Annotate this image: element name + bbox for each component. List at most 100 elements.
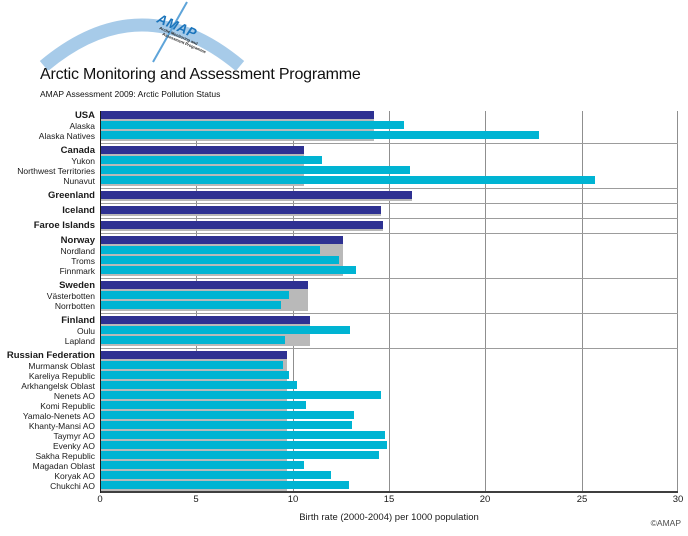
group-separator (100, 141, 678, 146)
bar-v-sterbotten (100, 291, 289, 299)
label-northwest-territories: Northwest Territories (17, 166, 95, 176)
label-norrbotten: Norrbotten (54, 301, 95, 311)
group-separator-line (100, 313, 678, 314)
x-tick-15: 15 (383, 494, 395, 505)
label-group-finland: Finland Oulu Lapland (0, 315, 100, 347)
label-sakha-republic: Sakha Republic (35, 451, 95, 461)
page-subtitle: AMAP Assessment 2009: Arctic Pollution S… (40, 89, 221, 99)
bar-kareliya-republic (100, 371, 289, 379)
label-group-russian-federation: Russian Federation Murmansk Oblast Kareliy… (0, 350, 100, 492)
label-yamalo-nenets-ao: Yamalo-Nenets AO (22, 411, 95, 421)
label-v-sterbotten: Västerbotten (46, 291, 95, 301)
label-alaska-natives: Alaska Natives (38, 131, 95, 141)
group-separator (100, 311, 678, 316)
label-group-greenland: Greenland (0, 191, 100, 201)
chart-plot-area (100, 111, 678, 493)
bar-arkhangelsk-oblast (100, 381, 297, 389)
label-koryak-ao: Koryak AO (54, 471, 95, 481)
group-separator (100, 276, 678, 281)
group-separator (100, 346, 678, 351)
bar-troms (100, 256, 339, 264)
chart-group-sweden (100, 281, 678, 311)
chart-group-canada (100, 146, 678, 186)
bar-magadan-oblast (100, 461, 304, 469)
label-group-faroe-islands: Faroe Islands (0, 221, 100, 231)
copyright: ©AMAP (650, 518, 681, 528)
group-separator-line (100, 188, 678, 189)
bar-canada (100, 146, 304, 154)
bar-sweden (100, 281, 308, 289)
label-komi-republic: Komi Republic (40, 401, 95, 411)
bar-greenland (100, 191, 412, 199)
bar-murmansk-oblast (100, 361, 283, 369)
chart-group-finland (100, 316, 678, 346)
chart-plot-wrap: 0 5 10 15 20 25 30 Birth rate (2000-2004) per … (97, 111, 688, 523)
label-evenky-ao: Evenky AO (52, 441, 95, 451)
label-finland: Finland (61, 315, 95, 326)
y-axis-line (100, 111, 101, 493)
group-separator-line (100, 143, 678, 144)
bar-iceland (100, 206, 381, 214)
x-axis-line (100, 491, 678, 493)
gridline-15 (389, 111, 390, 491)
group-separator-line (100, 348, 678, 349)
x-tick-0: 0 (97, 494, 103, 505)
chart-group-norway (100, 236, 678, 276)
bar-chukchi-ao (100, 481, 349, 489)
bar-nunavut (100, 176, 595, 184)
chart-group-russian-federation (100, 351, 678, 491)
chart-group-faroe-islands (100, 221, 678, 231)
label-arkhangelsk-oblast: Arkhangelsk Oblast (21, 381, 95, 391)
x-tick-10: 10 (287, 494, 299, 505)
logo-arc-icon (39, 18, 245, 70)
label-yukon: Yukon (71, 156, 95, 166)
bar-evenky-ao (100, 441, 387, 449)
x-tick-5: 5 (193, 494, 199, 505)
bar-taymyr-ao (100, 431, 385, 439)
gridline-25 (582, 111, 583, 491)
x-tick-25: 25 (576, 494, 588, 505)
bar-norrbotten (100, 301, 281, 309)
bar-finnmark (100, 266, 356, 274)
label-russian-federation: Russian Federation (6, 350, 95, 361)
label-group-usa: USA Alaska Alaska Natives (0, 111, 100, 142)
group-separator-line (100, 278, 678, 279)
gridline-20 (485, 111, 486, 491)
x-tick-20: 20 (479, 494, 491, 505)
bar-norway (100, 236, 343, 244)
label-iceland: Iceland (62, 205, 95, 216)
group-separator (100, 186, 678, 191)
birth-rate-chart: USA Alaska Alaska Natives Canada Yukon Northw… (0, 111, 688, 524)
chart-group-iceland (100, 206, 678, 216)
label-group-canada: Canada Yukon Northwest Territories Nunavut (0, 146, 100, 187)
bar-khanty-mansi-ao (100, 421, 352, 429)
group-separator-line (100, 218, 678, 219)
label-oulu: Oulu (77, 326, 95, 336)
bar-russian-federation (100, 351, 287, 359)
gridline-30 (677, 111, 678, 491)
x-axis-ticks: 0 5 10 15 20 25 30 (97, 494, 683, 508)
label-murmansk-oblast: Murmansk Oblast (28, 361, 95, 371)
amap-logo: AMAP Arctic Monitoring and Assessment Pr… (39, 1, 245, 70)
bar-alaska-natives (100, 131, 539, 139)
group-separator (100, 216, 678, 221)
page-title: Arctic Monitoring and Assessment Program… (40, 66, 361, 83)
bar-nenets-ao (100, 391, 381, 399)
bar-yukon (100, 156, 322, 164)
label-nenets-ao: Nenets AO (53, 391, 95, 401)
label-group-iceland: Iceland (0, 206, 100, 216)
bar-finland (100, 316, 310, 324)
bar-komi-republic (100, 401, 306, 409)
label-khanty-mansi-ao: Khanty-Mansi AO (28, 421, 95, 431)
bar-northwest-territories (100, 166, 410, 174)
x-axis-title: Birth rate (2000-2004) per 1000 populati… (299, 512, 479, 523)
bar-sakha-republic (100, 451, 379, 459)
bar-faroe-islands (100, 221, 383, 229)
logo-diagonal-icon (152, 1, 188, 63)
label-group-sweden: Sweden Västerbotten Norrbotten (0, 281, 100, 312)
label-lapland: Lapland (64, 336, 95, 346)
group-separator (100, 231, 678, 236)
label-greenland: Greenland (48, 190, 95, 201)
label-chukchi-ao: Chukchi AO (50, 481, 95, 491)
